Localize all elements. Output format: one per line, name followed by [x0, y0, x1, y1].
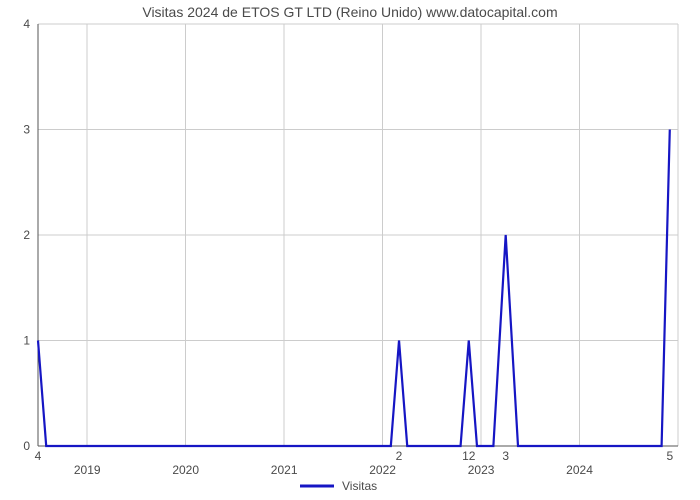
x-tick-label: 2019 — [74, 463, 101, 477]
x-minor-label: 5 — [666, 449, 673, 463]
x-tick-label: 2024 — [566, 463, 593, 477]
visitas-series — [38, 130, 670, 447]
x-tick-label: 2021 — [271, 463, 298, 477]
chart-plot: 01234201920202021202220232024421235Visit… — [0, 0, 700, 500]
x-minor-label: 3 — [502, 449, 509, 463]
x-minor-label: 4 — [35, 449, 42, 463]
y-tick-label: 3 — [23, 123, 30, 137]
y-tick-label: 4 — [23, 17, 30, 31]
x-tick-label: 2022 — [369, 463, 396, 477]
x-tick-label: 2020 — [172, 463, 199, 477]
x-minor-label: 12 — [462, 449, 476, 463]
x-tick-label: 2023 — [468, 463, 495, 477]
y-tick-label: 1 — [23, 334, 30, 348]
y-tick-label: 2 — [23, 228, 30, 242]
legend-label: Visitas — [342, 479, 377, 493]
x-minor-label: 2 — [396, 449, 403, 463]
y-tick-label: 0 — [23, 439, 30, 453]
